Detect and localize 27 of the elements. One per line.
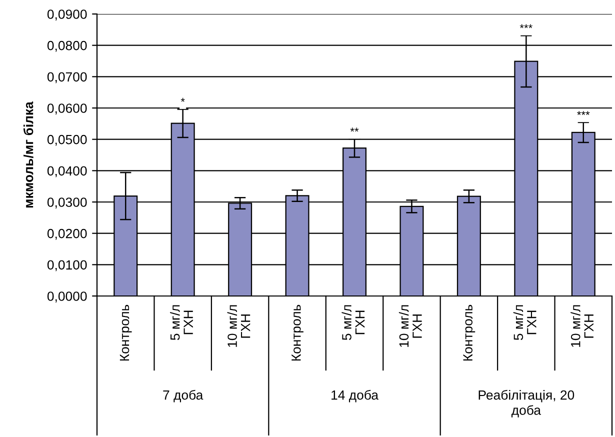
x-tick-label: 5 мг/л ГХН [170, 305, 193, 340]
text: 7 доба [163, 390, 204, 402]
y-tick-label: 0,0600 [47, 104, 87, 114]
x-tick-label: 10 мг/л ГХН [227, 305, 250, 347]
y-tick-label: 0,0800 [47, 40, 87, 52]
y-tick-label: 0,0200 [47, 228, 87, 240]
text: 14 доба [332, 390, 378, 402]
x-tick-label: 10 мг/л ГХН [570, 305, 594, 347]
x-tick-label: 5 мг/л ГХН [342, 305, 365, 340]
x-tick-label: 5 мг/л ГХН [513, 305, 536, 340]
x-tick-label: Контроль [292, 304, 304, 361]
text: Реабілітація, 20 доба [478, 390, 574, 418]
y-tick-label: 0,0900 [47, 10, 87, 20]
y-tick-label: 0,0000 [47, 292, 87, 302]
x-tick-label: 10 мг/л ГХН [398, 305, 422, 347]
y-tick-label: 0,0300 [47, 198, 87, 208]
y-tick-label: 0,0700 [47, 72, 87, 84]
data-label: ** [350, 128, 359, 132]
data-label: *** [520, 24, 532, 28]
y-tick-label: 0,0400 [47, 166, 87, 178]
x-tick-label: Контроль [120, 304, 132, 361]
x-tick-label: Контроль [463, 304, 476, 361]
y-axis-title: мкмоль/мг білка [23, 101, 34, 208]
y-tick-label: 0,0500 [47, 134, 87, 146]
data-label: * [180, 98, 185, 102]
data-label: *** [577, 111, 590, 115]
y-tick-label: 0,0100 [47, 260, 87, 272]
